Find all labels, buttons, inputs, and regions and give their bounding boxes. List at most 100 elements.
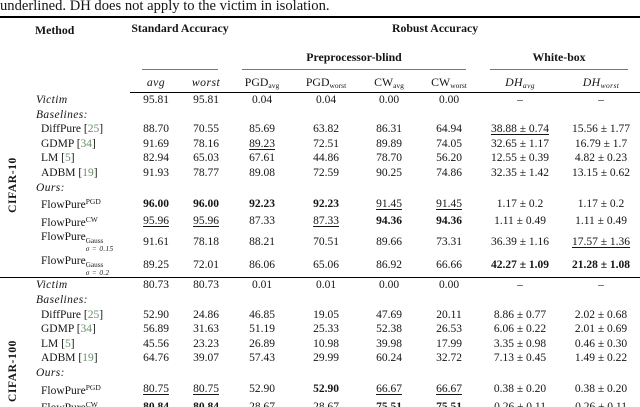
value-cell: 28.67 [313,400,339,407]
value-cell: 52.90 [143,308,169,321]
citation-ref[interactable]: 25 [87,308,100,321]
value-cell: 57.43 [249,352,275,365]
value-cell: 78.70 [376,152,402,165]
value-cell: 80.73 [182,277,231,293]
value-cell: 64.94 [436,123,462,136]
value-cell: 39.98 [376,337,402,350]
value-cell: 80.73 [130,277,182,293]
method-label: FlowPurePGD [41,197,101,212]
value-cell: 66.66 [436,259,462,272]
value-cell: 29.99 [313,352,339,365]
value-cell: 17.99 [436,337,462,350]
value-cell: 74.86 [436,166,462,179]
value-cell: 21.28 ± 1.08 [572,259,631,272]
value-cell: 0.04 [315,94,337,106]
value-cell: 95.96 [143,215,169,228]
empty-cells [130,293,640,308]
value-cell: – [598,94,604,106]
value-cell: 31.63 [193,323,219,336]
method-label: Ours: [36,181,65,194]
method-label: Baselines: [36,294,88,306]
table-row: FlowPureCW 80.84 80.84 28.67 28.67 75.51 75.51… [0,398,640,407]
table-row: LM [5] 45.56 23.23 26.89 10.98 39.98 17.99 3.35… [0,337,640,352]
value-cell: 15.56 ± 1.77 [572,123,631,136]
method-label: GDMP [34] [41,137,96,150]
value-cell: 19.05 [313,308,339,321]
value-cell: 75.51 [376,400,402,407]
column-header-cw-avg: CWavg [358,72,421,93]
citation-ref[interactable]: 19 [82,166,94,179]
citation-ref[interactable]: 34 [80,137,93,150]
method-label: LM [5] [41,152,75,165]
value-cell: 51.19 [249,323,275,336]
citation-ref[interactable]: 5 [64,337,71,350]
value-cell: 72.01 [193,259,219,272]
value-cell: 92.23 [313,197,339,210]
value-cell: 25.33 [313,323,339,336]
standard-accuracy-rule [142,69,219,70]
value-cell: 0.38 ± 0.20 [493,383,547,396]
value-cell: 46.85 [249,308,275,321]
value-cell: 66.67 [436,383,462,396]
value-cell: 86.06 [249,259,275,272]
citation-ref[interactable]: 19 [82,352,94,365]
value-cell: 96.00 [143,197,169,210]
empty-cells [130,108,640,123]
group-header-preprocessor-blind: Preprocessor-blind [230,41,478,72]
value-cell: 1.11 ± 0.49 [494,215,546,228]
value-cell: 75.51 [436,400,462,407]
value-cell: 80.75 [193,383,219,396]
value-cell: 0.01 [294,277,359,293]
dataset-label-cifar-100: CIFAR-100 [0,277,26,407]
empty-cells [130,181,640,196]
value-cell: 95.81 [143,94,169,106]
value-cell: 91.93 [143,166,169,179]
table-row: ADBM [19] 91.93 78.77 89.08 72.59 90.25 74.86 3… [0,166,640,181]
value-cell: 16.79 ± 1.7 [574,137,628,150]
value-cell: 24.86 [193,308,219,321]
value-cell: – [478,277,563,293]
table-row: FlowPure Gauss σ = 0.15 91.61 78.18 88.21 70.5… [0,230,640,254]
table-row: GDMP [34] 91.69 78.16 89.23 72.51 89.89 74.05 3… [0,137,640,152]
method-label: GDMP [34] [41,323,96,336]
value-cell: 63.82 [313,123,339,136]
table-row: DiffPure [25] 52.90 24.86 46.85 19.05 47.69 20… [0,308,640,323]
table-row: FlowPurePGD 96.00 96.00 92.23 92.23 91.45 91.4… [0,195,640,213]
method-label: ADBM [19] [41,166,98,179]
value-cell: 88.70 [143,123,169,136]
method-label: LM [5] [41,337,75,350]
value-cell: 38.88 ± 0.74 [490,123,550,136]
value-cell: 10.98 [313,337,339,350]
value-cell: 92.23 [249,197,275,210]
column-header-worst: worst [182,72,231,93]
value-cell: 86.31 [376,123,402,136]
group-header-white-box: White-box [478,41,640,72]
value-cell: 52.90 [313,383,339,396]
method-label: ADBM [19] [41,352,98,365]
value-cell: 12.55 ± 0.39 [490,152,550,165]
value-cell: 89.08 [249,166,275,179]
corner-cell [0,17,26,93]
value-cell: – [517,94,523,106]
table-row: CIFAR-10 Victim 95.81 95.81 0.04 0.04 0.00 0.00… [0,93,640,213]
column-header-dh-avg: DHavg [478,72,563,93]
citation-ref[interactable]: 25 [87,123,100,136]
value-cell: 13.15 ± 0.62 [572,166,631,179]
value-cell: 85.69 [249,123,275,136]
citation-ref[interactable]: 5 [64,152,71,165]
value-cell: 0.46 ± 0.30 [574,337,628,350]
value-cell: 86.92 [376,259,402,272]
value-cell: 0.26 ± 0.11 [494,400,546,407]
value-cell: 56.89 [143,323,169,336]
value-cell: 95.96 [193,215,219,228]
table-row: FlowPure Gauss σ = 0.2 89.25 72.01 86.06 65.06… [0,254,640,278]
citation-ref[interactable]: 34 [80,323,93,336]
value-cell: 91.45 [436,197,462,210]
value-cell: 91.61 [143,235,169,248]
method-label: Victim [36,93,68,106]
value-cell: 52.90 [249,383,275,396]
value-cell: 0.00 [358,277,421,293]
value-cell: 26.53 [436,323,462,336]
value-cell: 82.94 [143,152,169,165]
